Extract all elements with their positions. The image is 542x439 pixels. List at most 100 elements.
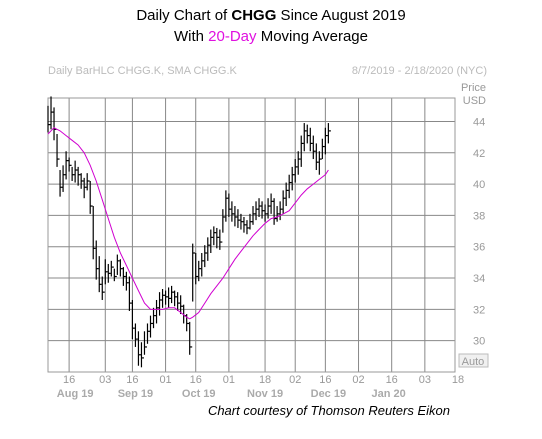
y-tick-label: 42	[473, 148, 485, 160]
subtitle-highlight: 20-Day	[208, 28, 257, 45]
price-bar	[267, 198, 271, 219]
y-tick-label: 44	[473, 116, 485, 128]
price-bar	[282, 190, 286, 214]
price-bar	[101, 276, 105, 300]
price-bar	[309, 127, 313, 152]
price-bar	[186, 314, 190, 332]
price-bar	[47, 105, 51, 133]
sma-line	[47, 127, 329, 320]
price-bar	[285, 182, 289, 207]
price-bar	[161, 289, 166, 308]
price-bar	[104, 259, 108, 285]
price-bar	[83, 177, 87, 199]
month-label: Dec 19	[311, 388, 346, 400]
title-ticker: CHGG	[231, 7, 277, 24]
price-bar	[89, 180, 93, 214]
y-axis-unit: USD	[463, 95, 486, 107]
price-bar	[213, 226, 217, 246]
price-bar	[279, 201, 283, 221]
price-bar	[315, 143, 319, 171]
price-bar	[152, 307, 157, 329]
x-tick-label: 16	[190, 374, 202, 386]
chart-title: Daily Chart of CHGG Since August 2019	[0, 7, 542, 24]
price-bar	[243, 216, 247, 233]
x-tick-label: 03	[419, 374, 431, 386]
month-label: Jan 20	[372, 388, 406, 400]
x-axis-ticks: 16 03 16 01 16 01 18 02 16 02 16 03 18	[63, 374, 464, 386]
price-bar	[110, 260, 114, 277]
title-suffix: Since August 2019	[276, 7, 406, 24]
price-bar	[140, 342, 144, 368]
price-bar	[77, 166, 81, 186]
x-tick-label: 16	[63, 374, 75, 386]
x-tick-label: 01	[223, 374, 235, 386]
price-bar	[119, 259, 123, 277]
price-bar	[177, 292, 181, 311]
x-tick-label: 16	[386, 374, 398, 386]
auto-label: Auto	[462, 356, 485, 368]
price-bar	[189, 321, 193, 355]
price-bar	[294, 159, 298, 183]
price-bar	[198, 260, 202, 282]
price-bar	[62, 165, 66, 192]
price-bar	[246, 220, 250, 235]
price-bar	[195, 253, 199, 285]
auto-button[interactable]	[458, 353, 489, 368]
price-bar	[222, 209, 226, 233]
price-bar	[288, 174, 292, 199]
study-label: Daily BarHLC CHGG.K, SMA CHGG.K	[48, 65, 238, 77]
price-bar	[92, 206, 96, 260]
price-bar	[59, 170, 63, 197]
price-bar	[297, 151, 301, 175]
price-bar	[324, 127, 328, 155]
price-bar	[167, 287, 172, 308]
x-tick-label: 18	[452, 374, 464, 386]
price-bar	[164, 290, 169, 305]
price-bar	[237, 209, 241, 228]
price-bar	[261, 201, 265, 219]
price-bar	[225, 190, 229, 222]
chart-subtitle: With 20-Day Moving Average	[0, 28, 542, 45]
month-label: Aug 19	[57, 388, 94, 400]
subtitle-prefix: With	[174, 28, 209, 45]
price-bar	[50, 96, 54, 130]
date-range-label: 8/7/2019 - 2/18/2020 (NYC)	[352, 65, 487, 77]
x-tick-label: 16	[319, 374, 331, 386]
price-bar	[134, 323, 138, 347]
price-bar	[234, 206, 238, 227]
y-axis-ticks: 30 32 34 36 38 40 42 44	[473, 116, 485, 347]
y-tick-label: 30	[473, 336, 485, 348]
price-bar	[276, 206, 280, 222]
price-bar	[219, 229, 223, 250]
chart-grid	[48, 98, 455, 372]
price-bar	[116, 254, 120, 275]
month-label: Sep 19	[118, 388, 153, 400]
x-tick-label: 18	[259, 374, 271, 386]
month-label: Oct 19	[182, 388, 216, 400]
price-bar	[273, 198, 277, 225]
y-axis-label: Price	[461, 82, 486, 94]
price-bar	[171, 285, 175, 304]
price-bar	[137, 331, 141, 366]
sma-series	[47, 127, 329, 320]
price-bar	[255, 201, 259, 221]
price-bar	[65, 151, 69, 180]
price-bar	[143, 331, 147, 355]
price-bar	[228, 193, 232, 217]
x-tick-label: 02	[352, 374, 364, 386]
price-bar	[107, 263, 111, 283]
price-bar	[216, 227, 220, 249]
price-bar	[270, 193, 274, 214]
y-tick-label: 36	[473, 242, 485, 254]
price-bar	[95, 240, 99, 280]
price-bar	[264, 204, 268, 222]
price-bar	[68, 157, 72, 172]
price-bar	[125, 271, 129, 291]
price-bar	[210, 229, 214, 254]
price-bar	[312, 135, 316, 160]
price-bar	[291, 166, 295, 191]
plot-frame	[47, 97, 456, 373]
price-bar	[74, 160, 78, 183]
price-bar	[204, 245, 208, 268]
